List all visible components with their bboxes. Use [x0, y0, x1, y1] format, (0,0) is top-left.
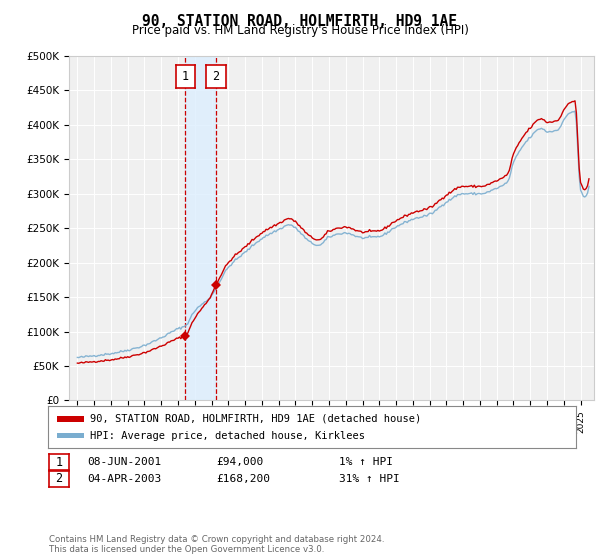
- Text: 31% ↑ HPI: 31% ↑ HPI: [339, 474, 400, 484]
- Text: 08-JUN-2001: 08-JUN-2001: [87, 457, 161, 467]
- Text: 2: 2: [56, 472, 62, 486]
- Text: HPI: Average price, detached house, Kirklees: HPI: Average price, detached house, Kirk…: [90, 431, 365, 441]
- Bar: [185, 56, 216, 400]
- Text: 1: 1: [182, 70, 189, 83]
- Text: £168,200: £168,200: [216, 474, 270, 484]
- Text: 90, STATION ROAD, HOLMFIRTH, HD9 1AE: 90, STATION ROAD, HOLMFIRTH, HD9 1AE: [143, 14, 458, 29]
- Text: Price paid vs. HM Land Registry's House Price Index (HPI): Price paid vs. HM Land Registry's House …: [131, 24, 469, 37]
- Text: 90, STATION ROAD, HOLMFIRTH, HD9 1AE (detached house): 90, STATION ROAD, HOLMFIRTH, HD9 1AE (de…: [90, 414, 421, 424]
- Text: 2: 2: [212, 70, 220, 83]
- Text: 1: 1: [56, 455, 62, 469]
- Text: Contains HM Land Registry data © Crown copyright and database right 2024.
This d: Contains HM Land Registry data © Crown c…: [49, 535, 385, 554]
- Text: 04-APR-2003: 04-APR-2003: [87, 474, 161, 484]
- Text: £94,000: £94,000: [216, 457, 263, 467]
- Text: 1% ↑ HPI: 1% ↑ HPI: [339, 457, 393, 467]
